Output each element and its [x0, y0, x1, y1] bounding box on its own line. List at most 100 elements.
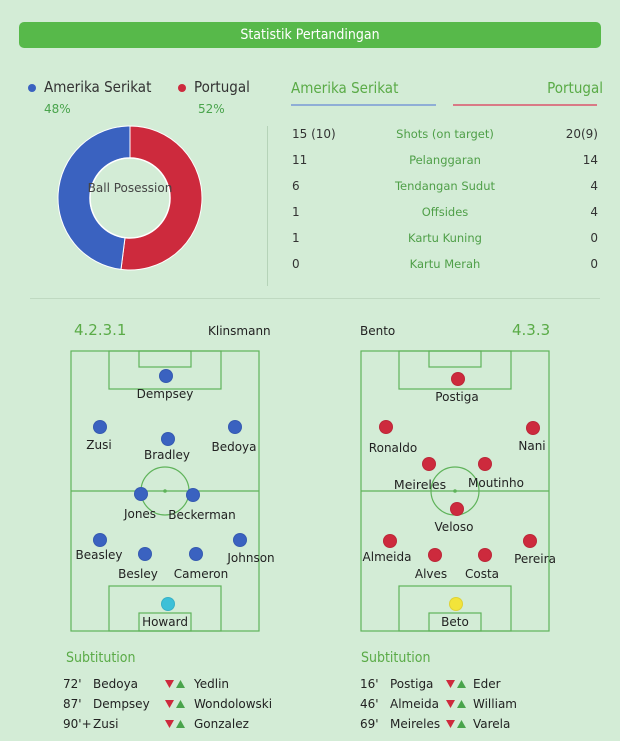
sub-minute: 72' — [63, 677, 82, 691]
substitution-arrows-icon — [165, 720, 185, 728]
player-marker — [526, 421, 540, 435]
substitution-arrows-icon — [446, 680, 466, 688]
away-formation: 4.3.3 — [512, 321, 551, 339]
stat-row: 6 Tendangan Sudut 4 — [292, 179, 598, 195]
legend-away: Portugal — [178, 78, 250, 96]
donut-center-label: Ball Posession — [87, 181, 173, 195]
player-marker — [138, 547, 152, 561]
player-name: Bedoya — [211, 440, 257, 454]
home-color-dot — [28, 83, 36, 92]
player-marker — [233, 533, 247, 547]
away-coach: Bento — [360, 324, 396, 338]
sub-minute: 90'+ — [63, 717, 92, 731]
stats-away-team: Portugal — [547, 79, 603, 97]
player-name: Veloso — [434, 520, 474, 534]
sub-player-out: Zusi — [93, 717, 119, 731]
player-name: Meireles — [393, 477, 447, 492]
player-marker — [422, 457, 436, 471]
player-marker — [449, 597, 463, 611]
player-name: Beasley — [75, 548, 123, 562]
player-name: Beto — [441, 615, 469, 629]
stat-name: Kartu Kuning — [408, 231, 482, 245]
section-divider — [30, 298, 600, 299]
legend-away-team: Portugal — [194, 78, 250, 96]
stat-row: 0 Kartu Merah 0 — [292, 257, 598, 273]
sub-player-in: Wondolowski — [194, 697, 273, 711]
player-marker — [161, 597, 175, 611]
player-name: Postiga — [435, 390, 479, 404]
stat-away-value: 4 — [590, 205, 598, 219]
substitution-arrows-icon — [165, 680, 185, 688]
player-marker — [478, 548, 492, 562]
player-name: Moutinho — [468, 476, 524, 490]
stats-home-team: Amerika Serikat — [291, 79, 399, 97]
home-coach: Klinsmann — [208, 324, 271, 338]
player-marker — [450, 502, 464, 516]
sub-player-out: Almeida — [390, 697, 439, 711]
vertical-divider — [267, 126, 268, 286]
stat-name: Tendangan Sudut — [394, 179, 496, 193]
player-name: Bradley — [144, 448, 190, 462]
player-marker — [93, 420, 107, 434]
home-pitch: Dempsey Zusi Bradley Bedoya Jones Becker… — [70, 350, 275, 632]
stat-home-value: 1 — [292, 231, 300, 245]
player-name: Ronaldo — [368, 441, 418, 455]
player-marker — [228, 420, 242, 434]
player-name: Alves — [414, 567, 448, 581]
stat-row: 15 (10) Shots (on target) 20(9) — [292, 127, 598, 143]
player-marker — [523, 534, 537, 548]
legend-home: Amerika Serikat — [28, 78, 151, 96]
sub-player-in: Varela — [473, 717, 511, 731]
player-name: Johnson — [227, 551, 275, 565]
stat-home-value: 1 — [292, 205, 300, 219]
sub-player-out: Dempsey — [93, 697, 150, 711]
sub-minute: 87' — [63, 697, 82, 711]
player-marker — [189, 547, 203, 561]
player-name: Besley — [118, 567, 158, 581]
sub-player-in: Gonzalez — [194, 717, 249, 731]
player-marker — [161, 432, 175, 446]
player-name: Pereira — [514, 552, 556, 566]
stat-away-value: 0 — [590, 231, 598, 245]
legend-home-team: Amerika Serikat — [44, 78, 152, 96]
stat-home-value: 6 — [292, 179, 300, 193]
home-formation: 4.2.3.1 — [74, 321, 127, 339]
player-marker — [478, 457, 492, 471]
sub-minute: 46' — [360, 697, 379, 711]
stat-name: Kartu Merah — [409, 257, 481, 271]
player-name: Beckerman — [168, 508, 236, 522]
player-marker — [451, 372, 465, 386]
pitch-lines — [70, 350, 260, 632]
away-possession-percent: 52% — [198, 102, 225, 116]
stat-home-value: 11 — [292, 153, 308, 167]
player-name: Zusi — [86, 438, 112, 452]
stat-name: Shots (on target) — [396, 127, 494, 141]
pitch-lines — [360, 350, 550, 632]
stat-row: 1 Offsides 4 — [292, 205, 598, 221]
player-marker — [134, 487, 148, 501]
stat-row: 11 Pelanggaran 14 — [292, 153, 598, 169]
stat-name: Pelanggaran — [409, 153, 481, 167]
stat-row: 1 Kartu Kuning 0 — [292, 231, 598, 247]
away-pitch: Postiga Ronaldo Nani Meireles Moutinho V… — [360, 350, 556, 632]
sub-player-out: Meireles — [390, 717, 441, 731]
sub-player-in: Yedlin — [194, 677, 230, 691]
home-underline — [291, 104, 436, 106]
home-possession-percent: 48% — [44, 102, 71, 116]
sub-player-out: Bedoya — [93, 677, 139, 691]
sub-minute: 16' — [360, 677, 379, 691]
page-title: Statistik Pertandingan — [19, 22, 601, 48]
player-marker — [428, 548, 442, 562]
stat-home-value: 15 (10) — [292, 127, 336, 141]
stat-name: Offsides — [421, 205, 469, 219]
stat-away-value: 14 — [582, 153, 598, 167]
player-name: Cameron — [173, 567, 229, 581]
player-name: Nani — [518, 439, 546, 453]
away-color-dot — [178, 83, 186, 92]
away-substitutions-heading: Subtitution — [361, 650, 431, 666]
sub-player-in: Eder — [473, 677, 501, 691]
player-name: Costa — [464, 567, 500, 581]
player-marker — [159, 369, 173, 383]
substitution-arrows-icon — [446, 700, 466, 708]
player-marker — [186, 488, 200, 502]
